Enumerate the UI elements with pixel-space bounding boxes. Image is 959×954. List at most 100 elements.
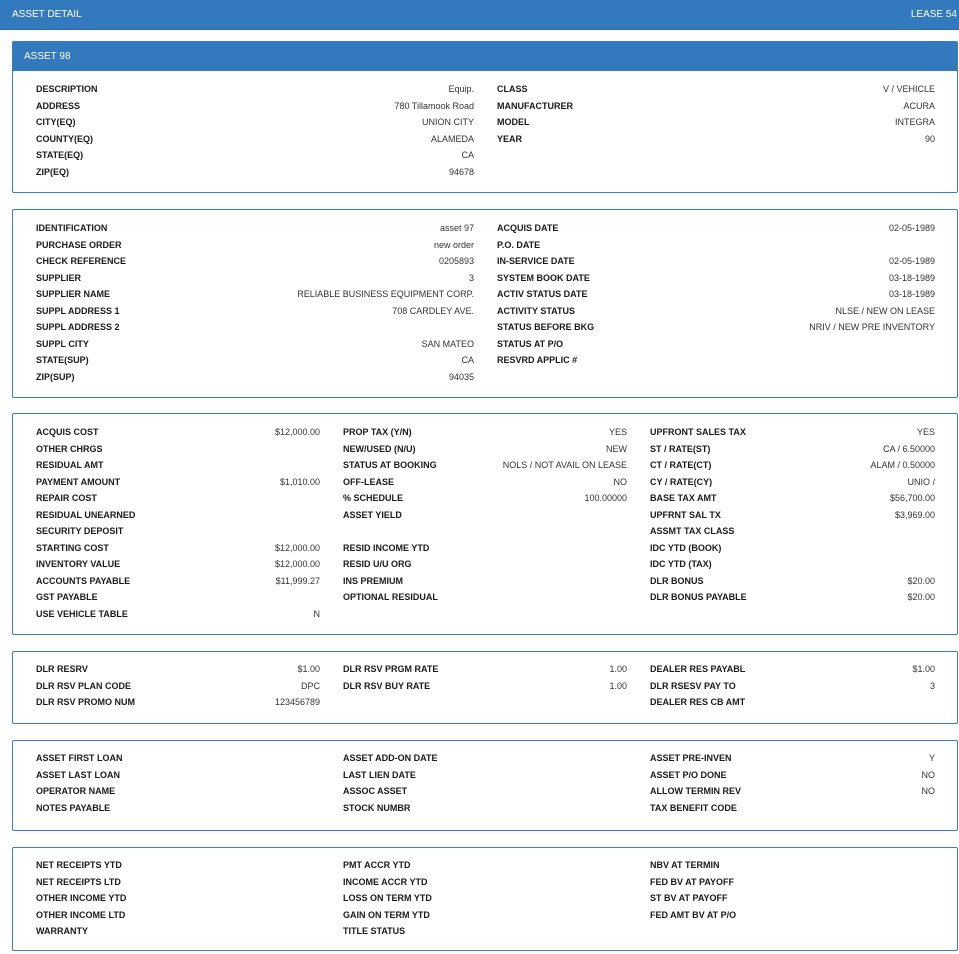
field-label: CHECK REFERENCE	[36, 256, 127, 267]
field-label: DLR RSV BUY RATE	[343, 680, 431, 691]
field-label: CY / RATE(CY)	[650, 476, 713, 487]
field-label: ASSMT TAX CLASS	[650, 526, 735, 537]
income-panel: NET RECEIPTS YTD NET RECEIPTS LTD OTHER …	[12, 847, 958, 951]
field-label: SUPPLIER NAME	[36, 289, 111, 300]
field-label: FED BV AT PAYOFF	[650, 876, 735, 887]
field-label: ACTIV STATUS DATE	[497, 289, 588, 300]
field-label: ACCOUNTS PAYABLE	[36, 575, 131, 586]
field-row: ASSET PRE-INVEN Y	[650, 750, 935, 767]
field-row: OTHER CHRGS	[36, 441, 320, 458]
field-row: CY / RATE(CY) UNIO /	[650, 474, 935, 491]
field-row: NET RECEIPTS YTD	[36, 857, 320, 874]
field-label: DLR RESRV	[36, 664, 88, 675]
field-row: DLR RSV PROMO NUM 123456789	[36, 694, 320, 711]
field-row: STATUS AT P/O	[497, 336, 935, 353]
field-label: YEAR	[497, 133, 523, 144]
field-value: $3,969.00	[894, 509, 935, 520]
field-label: IN-SERVICE DATE	[497, 256, 575, 267]
field-label: CITY(EQ)	[36, 117, 76, 128]
field-row: ASSOC ASSET	[343, 783, 627, 800]
field-row: ZIP(SUP) 94035	[36, 369, 474, 386]
field-label: PAYMENT AMOUNT	[36, 476, 121, 487]
field-label: STATE(EQ)	[36, 150, 84, 161]
field-row: RESIDUAL UNEARNED	[36, 507, 320, 524]
field-value: N	[313, 608, 321, 619]
field-label: SECURITY DEPOSIT	[36, 526, 124, 537]
field-value: INTEGRA	[894, 117, 935, 128]
field-label: WARRANTY	[36, 926, 88, 937]
field-value: YES	[916, 427, 935, 438]
field-row: TITLE STATUS	[343, 923, 627, 940]
field-row: PURCHASE ORDER new order	[36, 237, 474, 254]
field-row: ASSET YIELD	[343, 507, 627, 524]
field-value: $12,000.00	[274, 559, 320, 570]
field-row: STATE(EQ) CA	[36, 147, 474, 164]
field-value: SAN MATEO	[421, 338, 474, 349]
field-row: DLR BONUS PAYABLE $20.00	[650, 589, 935, 606]
sec5-col2: ASSET ADD-ON DATE LAST LIEN DATE ASSOC A…	[343, 750, 627, 816]
field-row: MODEL INTEGRA	[497, 114, 935, 131]
field-label: OTHER INCOME LTD	[36, 909, 126, 920]
field-value: 94035	[448, 371, 474, 382]
field-row: OPERATOR NAME	[36, 783, 320, 800]
field-value: $12,000.00	[274, 427, 320, 438]
field-value: $1,010.00	[279, 476, 320, 487]
field-label: DESCRIPTION	[36, 84, 98, 95]
field-label: ST BV AT PAYOFF	[650, 893, 728, 904]
field-value: ACURA	[903, 100, 935, 111]
field-label: DLR BONUS	[650, 575, 704, 586]
field-row: NBV AT TERMIN	[650, 857, 935, 874]
field-row: UPFRONT SALES TAX YES	[650, 424, 935, 441]
field-label: P.O. DATE	[497, 239, 541, 250]
field-label: NET RECEIPTS LTD	[36, 876, 121, 887]
field-row: DLR BONUS $20.00	[650, 573, 935, 590]
page-title: ASSET DETAIL	[12, 9, 82, 20]
field-label: INCOME ACCR YTD	[343, 876, 428, 887]
field-label: ASSET FIRST LOAN	[36, 753, 123, 764]
field-label: CT / RATE(CT)	[650, 460, 712, 471]
field-row: COUNTY(EQ) ALAMEDA	[36, 131, 474, 148]
field-row: DLR RSESV PAY TO 3	[650, 678, 935, 695]
field-label: STATUS AT BOOKING	[343, 460, 437, 471]
field-label: RESID INCOME YTD	[343, 542, 430, 553]
field-row: SUPPL ADDRESS 2	[36, 319, 474, 336]
field-label: IDC YTD (BOOK)	[650, 542, 722, 553]
field-label: GST PAYABLE	[36, 592, 98, 603]
field-row: ACQUIS COST $12,000.00	[36, 424, 320, 441]
field-label: ZIP(EQ)	[36, 166, 69, 177]
field-value: 90	[924, 133, 935, 144]
field-label: FED AMT BV AT P/O	[650, 909, 737, 920]
field-row: ADDRESS 780 Tillamook Road	[36, 98, 474, 115]
field-row: BASE TAX AMT $56,700.00	[650, 490, 935, 507]
field-row: OTHER INCOME YTD	[36, 890, 320, 907]
field-row	[343, 523, 627, 540]
field-row: ACTIVITY STATUS NLSE / NEW ON LEASE	[497, 303, 935, 320]
field-row: ALLOW TERMIN REV NO	[650, 783, 935, 800]
field-label: ASSET LAST LOAN	[36, 769, 121, 780]
field-row: CLASS V / VEHICLE	[497, 81, 935, 98]
field-row: SYSTEM BOOK DATE 03-18-1989	[497, 270, 935, 287]
field-row: INVENTORY VALUE $12,000.00	[36, 556, 320, 573]
field-label: REPAIR COST	[36, 493, 97, 504]
field-row: ASSET FIRST LOAN	[36, 750, 320, 767]
field-value: $56,700.00	[889, 493, 935, 504]
sec2-left: IDENTIFICATION asset 97 PURCHASE ORDER new…	[36, 220, 474, 385]
field-row: LOSS ON TERM YTD	[343, 890, 627, 907]
field-label: ZIP(SUP)	[36, 371, 75, 382]
field-value: 03-18-1989	[888, 272, 935, 283]
field-value: 02-05-1989	[888, 256, 935, 267]
field-row: IDC YTD (BOOK)	[650, 540, 935, 557]
field-label: SUPPL ADDRESS 1	[36, 305, 120, 316]
field-value: RELIABLE BUSINESS EQUIPMENT CORP.	[297, 289, 474, 300]
field-label: RESIDUAL AMT	[36, 460, 104, 471]
field-row: DLR RSV PLAN CODE DPC	[36, 678, 320, 695]
field-row: OPTIONAL RESIDUAL	[343, 589, 627, 606]
field-label: PMT ACCR YTD	[343, 860, 411, 871]
field-value: $1.00	[912, 664, 935, 675]
field-row: GST PAYABLE	[36, 589, 320, 606]
field-row: ACQUIS DATE 02-05-1989	[497, 220, 935, 237]
field-row: DLR RESRV $1.00	[36, 661, 320, 678]
field-row: DEALER RES PAYABL $1.00	[650, 661, 935, 678]
field-value: 708 CARDLEY AVE.	[392, 305, 474, 316]
field-value: ALAMEDA	[430, 133, 474, 144]
